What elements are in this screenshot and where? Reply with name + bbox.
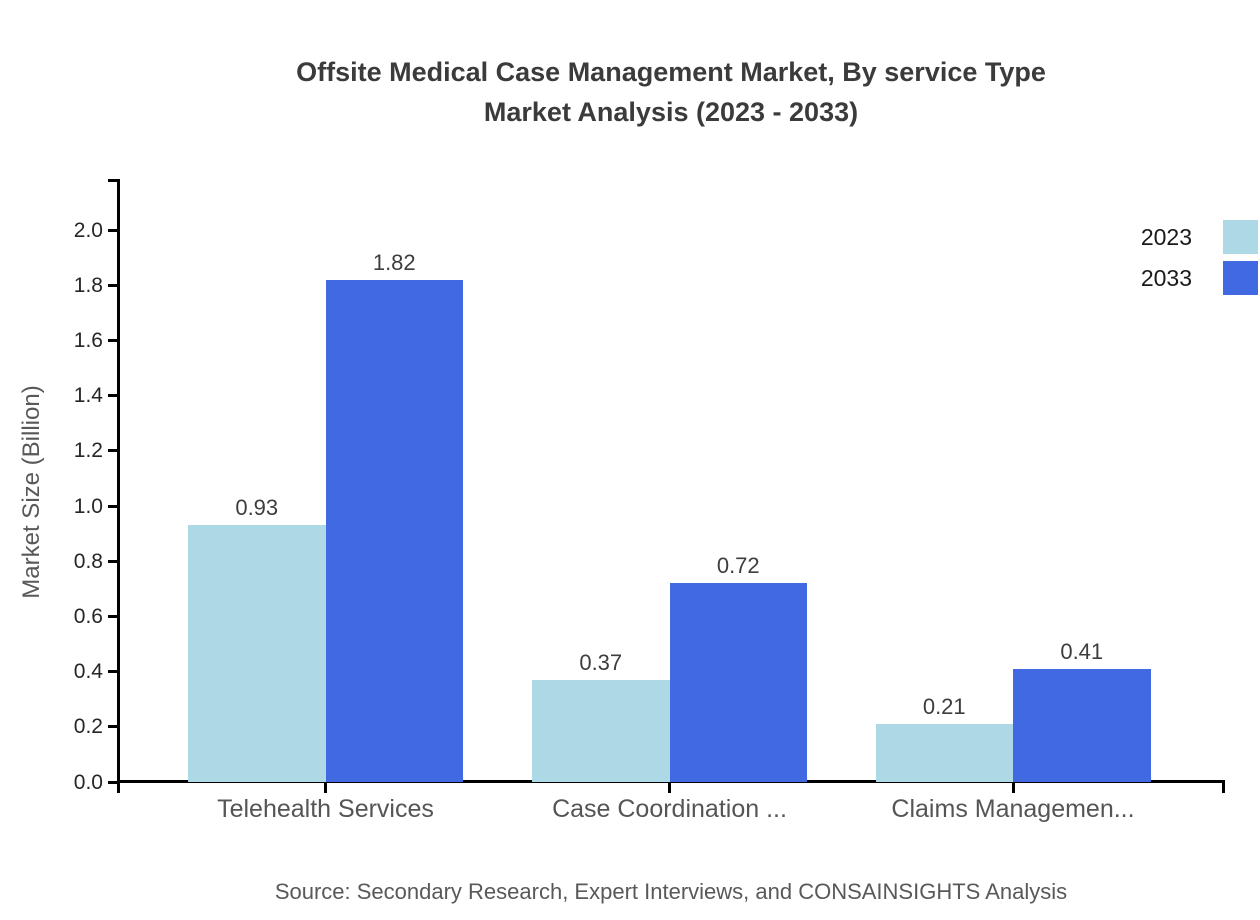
y-tick-label: 2.0 (73, 218, 103, 242)
y-tick-label: 0.6 (73, 604, 103, 628)
legend-swatch-2023 (1223, 220, 1258, 254)
bar-2023-case-coordination (532, 679, 670, 782)
chart-title-line1: Offsite Medical Case Management Market, … (296, 57, 1046, 87)
y-tick-mark (108, 780, 117, 784)
x-tick-mark (668, 782, 671, 793)
bar-value-label: 0.72 (716, 553, 760, 579)
y-tick-mark (108, 449, 117, 453)
y-tick-label: 0.8 (73, 549, 103, 573)
source-note: Source: Secondary Research, Expert Inter… (274, 879, 1068, 904)
y-tick-mark (108, 394, 117, 398)
y-tick-mark (108, 670, 117, 674)
y-axis-end-cap (108, 179, 120, 182)
y-tick-mark (108, 283, 117, 287)
legend-label-2033: 2033 (1140, 264, 1192, 291)
legend-label-2023: 2023 (1140, 223, 1192, 250)
legend-item-2023: 2023 (1141, 220, 1258, 254)
y-tick-mark (108, 559, 117, 563)
y-tick-label: 1.6 (73, 328, 103, 352)
y-tick-label: 0.4 (73, 660, 103, 684)
x-tick-label-claims-managemen: Claims Managemen... (891, 795, 1135, 823)
x-tick-label-case-coordination: Case Coordination ... (552, 795, 787, 823)
y-tick-mark (108, 228, 117, 232)
y-tick-label: 1.8 (73, 273, 103, 297)
bar-2023-claims-managemen (875, 724, 1013, 782)
bar-2023-telehealth-services (188, 525, 326, 782)
y-tick-label: 1.4 (73, 384, 103, 408)
bar-2033-case-coordination (669, 583, 807, 782)
x-tick-label-telehealth-services: Telehealth Services (217, 795, 434, 823)
y-tick-label: 1.0 (73, 494, 103, 518)
x-tick-mark (324, 782, 327, 793)
bar-value-label: 1.82 (372, 249, 416, 275)
y-tick-mark (108, 338, 117, 342)
y-tick-mark (108, 725, 117, 729)
y-tick-label: 0.0 (73, 770, 103, 794)
bar-value-label: 0.37 (579, 649, 623, 675)
legend-swatch-2033 (1223, 261, 1258, 295)
legend-item-2033: 2033 (1141, 261, 1258, 295)
bar-value-label: 0.41 (1060, 638, 1104, 664)
chart-title: Offsite Medical Case Management Market, … (120, 52, 1222, 132)
legend: 2023 2033 (1141, 220, 1258, 295)
x-tick-mark (1011, 782, 1015, 793)
y-tick-label: 1.2 (73, 439, 103, 463)
y-tick-label: 0.2 (73, 715, 103, 739)
bar-2033-claims-managemen (1013, 668, 1151, 782)
bar-value-label: 0.21 (922, 694, 966, 720)
y-tick-mark (108, 504, 117, 508)
chart-title-line2: Market Analysis (2023 - 2033) (483, 97, 859, 127)
x-axis-end-cap (1222, 780, 1225, 793)
y-tick-mark (108, 614, 117, 618)
y-axis-spine (117, 179, 120, 793)
bar-value-label: 0.93 (235, 495, 279, 521)
bar-2033-telehealth-services (325, 279, 463, 782)
